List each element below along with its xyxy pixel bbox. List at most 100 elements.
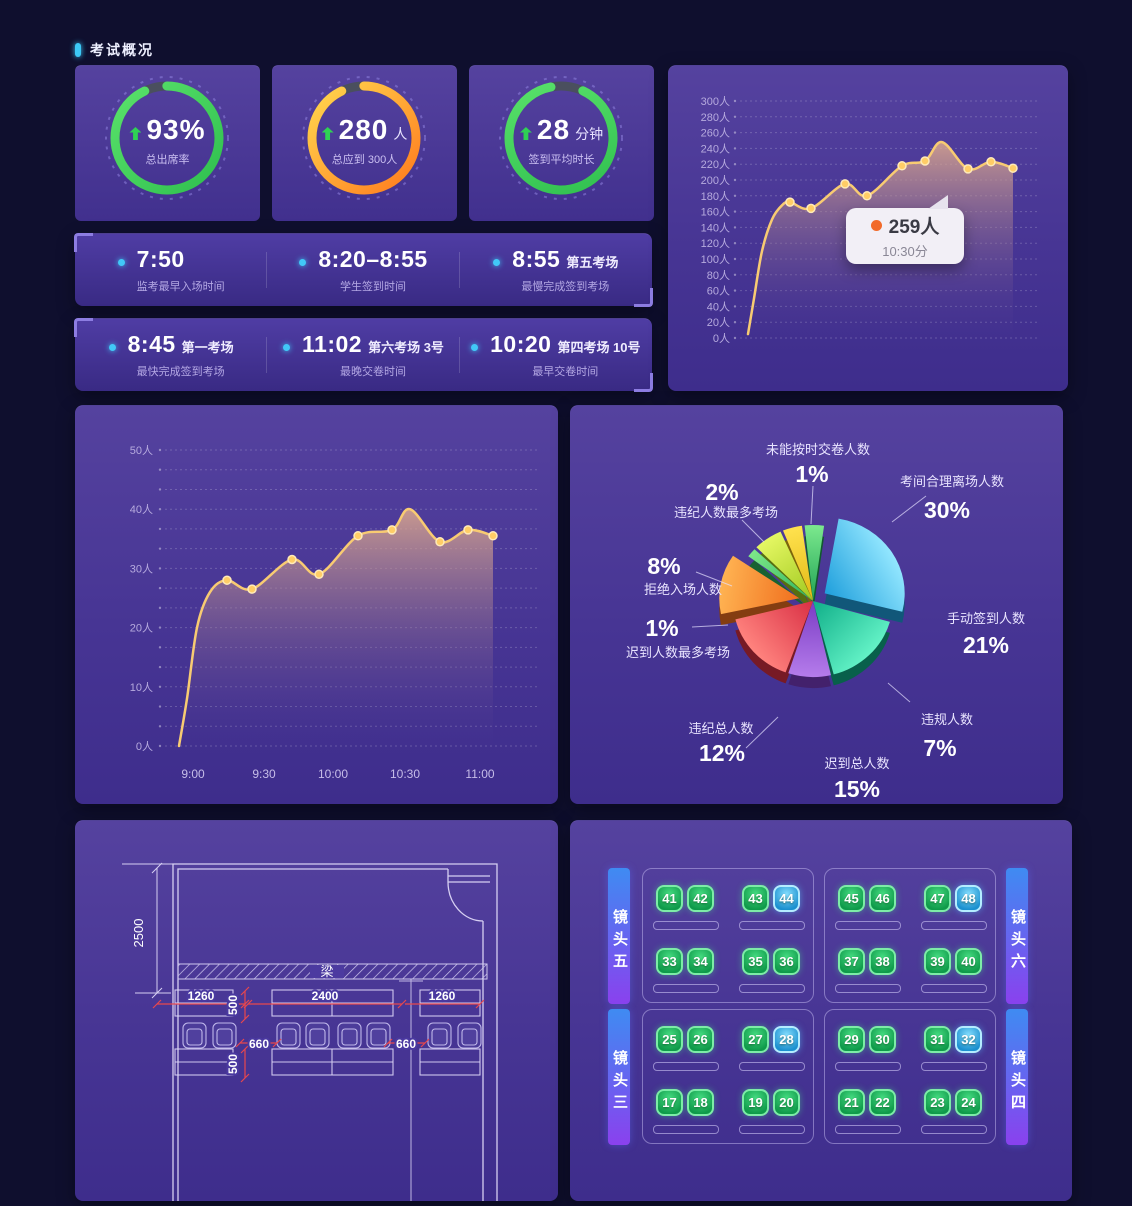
svg-text:260人: 260人 (701, 127, 730, 140)
pie-slice-3[interactable] (788, 601, 831, 678)
pie-slice-7[interactable] (756, 531, 813, 601)
time-caption: 最快完成签到考场 (136, 366, 225, 378)
time-suffix: 第四考场 10号 (557, 340, 641, 355)
desk (739, 984, 805, 993)
time-value: 10:20 (490, 331, 552, 357)
seat-22[interactable]: 22 (869, 1089, 896, 1116)
svg-text:100人: 100人 (701, 253, 730, 266)
seat-41[interactable]: 41 (656, 885, 683, 912)
pie-slice-6[interactable] (748, 549, 813, 601)
seat-45[interactable]: 45 (838, 885, 865, 912)
desk (653, 984, 719, 993)
room-signin-chart-panel: 0人 10人 20人 30人 40人 50人 9:00 9:30 10:00 10:30 11:00 (75, 405, 558, 804)
time-caption: 最早交卷时间 (532, 366, 599, 378)
time-suffix: 第六考场 3号 (368, 340, 444, 355)
pie-slice-4[interactable] (735, 601, 813, 673)
gauge-card-0: 93% 总出席率 (75, 65, 260, 221)
seat-42[interactable]: 42 (687, 885, 714, 912)
svg-text:10人: 10人 (130, 681, 153, 694)
pie-slice-5[interactable] (719, 555, 800, 615)
time-stat-item: 8:20–8:55 学生签到时间 (267, 234, 460, 306)
seat-group: 41 42 43 44 33 34 35 36 (642, 868, 814, 1003)
seat-29[interactable]: 29 (838, 1026, 865, 1053)
seat-27[interactable]: 27 (742, 1026, 769, 1053)
time-value: 8:45 (127, 331, 176, 357)
desk (835, 984, 901, 993)
seat-33[interactable]: 33 (656, 948, 683, 975)
exam-dashboard: { "page": {"title": "考试概况"}, "gauges": [… (0, 0, 1132, 1080)
svg-text:80人: 80人 (707, 269, 730, 282)
seat-19[interactable]: 19 (742, 1089, 769, 1116)
room-signin-line-chart[interactable]: 0人 10人 20人 30人 40人 50人 9:00 9:30 10:00 10:30 11:00 (75, 406, 558, 804)
desk (835, 1125, 901, 1134)
desk (739, 1062, 805, 1071)
bullet-dot-icon (471, 343, 479, 351)
seat-21[interactable]: 21 (838, 1089, 865, 1116)
bullet-dot-icon (108, 343, 116, 351)
gauge-ring (499, 76, 623, 200)
svg-text:140人: 140人 (701, 221, 730, 234)
seat-35[interactable]: 35 (742, 948, 769, 975)
seat-18[interactable]: 18 (687, 1089, 714, 1116)
gauge-value: 93% (146, 114, 206, 145)
desk (739, 921, 805, 930)
time-suffix: 第五考场 (566, 255, 619, 270)
svg-text:300人: 300人 (701, 95, 730, 108)
svg-text:30人: 30人 (130, 562, 153, 575)
door-arc (447, 881, 484, 922)
desk (835, 1062, 901, 1071)
time-value: 8:20–8:55 (318, 246, 428, 272)
total-signin-chart-panel: 0人 20人 40人 60人 80人 100人 120人 140人 160人 180人 200人 22… (668, 65, 1068, 391)
gauge-card-1: 280 人总应到 300人 (272, 65, 457, 221)
seat-map-panel: 镜头五 镜头六 41 42 43 44 33 34 35 36 45 46 47 48 37 38 39 40 镜头… (570, 820, 1072, 1201)
seat-40[interactable]: 40 (955, 948, 982, 975)
svg-text:240人: 240人 (701, 142, 730, 155)
time-caption: 最晚交卷时间 (339, 366, 406, 378)
pie-slice-8[interactable] (783, 525, 813, 601)
desk (653, 1062, 719, 1071)
section-header: 考试概况 (75, 40, 154, 60)
seat-30[interactable]: 30 (869, 1026, 896, 1053)
desk (653, 1125, 719, 1134)
seat-20[interactable]: 20 (773, 1089, 800, 1116)
seat-47[interactable]: 47 (924, 885, 951, 912)
seat-26[interactable]: 26 (687, 1026, 714, 1053)
floor-plan-drawing: 梁 2500 1 (122, 862, 498, 1201)
time-value: 8:55 (512, 246, 561, 272)
pie-slice-2[interactable] (813, 601, 890, 675)
seat-44[interactable]: 44 (773, 885, 800, 912)
camera-label-left-1: 镜头五 (608, 868, 630, 1004)
seat-39[interactable]: 39 (924, 948, 951, 975)
time-stat-item: 11:02 第六考场 3号 最晚交卷时间 (267, 319, 460, 391)
seat-36[interactable]: 36 (773, 948, 800, 975)
gauge-center: 28 分钟 签到平均时长 (469, 114, 654, 167)
dim-2500-lines (122, 862, 173, 999)
time-stat-item: 10:20 第四考场 10号最早交卷时间 (460, 319, 652, 391)
bullet-dot-icon (283, 343, 291, 351)
seat-24[interactable]: 24 (955, 1089, 982, 1116)
tooltip-series-dot (870, 220, 882, 231)
pie-slice-0[interactable] (804, 524, 825, 601)
seat-17[interactable]: 17 (656, 1089, 683, 1116)
seat-32[interactable]: 32 (955, 1026, 982, 1053)
seat-37[interactable]: 37 (838, 948, 865, 975)
gauge-ring (302, 76, 426, 200)
seat-38[interactable]: 38 (869, 948, 896, 975)
exam-stats-pie-chart[interactable] (570, 406, 1063, 804)
time-value: 7:50 (136, 246, 185, 272)
seat-23[interactable]: 23 (924, 1089, 951, 1116)
bullet-dot-icon (299, 258, 307, 266)
seat-34[interactable]: 34 (687, 948, 714, 975)
dim-500-b: 500 (226, 1054, 240, 1074)
seat-46[interactable]: 46 (869, 885, 896, 912)
pie-slice-1[interactable] (824, 518, 905, 612)
seat-43[interactable]: 43 (742, 885, 769, 912)
seat-48[interactable]: 48 (955, 885, 982, 912)
desk-rows (174, 989, 481, 1076)
time-stat-item: 7:50 监考最早入场时间 (75, 234, 268, 306)
column-line (399, 979, 423, 1201)
seat-31[interactable]: 31 (924, 1026, 951, 1053)
seat-28[interactable]: 28 (773, 1026, 800, 1053)
seat-group: 29 30 31 32 21 22 23 24 (824, 1009, 996, 1144)
seat-25[interactable]: 25 (656, 1026, 683, 1053)
